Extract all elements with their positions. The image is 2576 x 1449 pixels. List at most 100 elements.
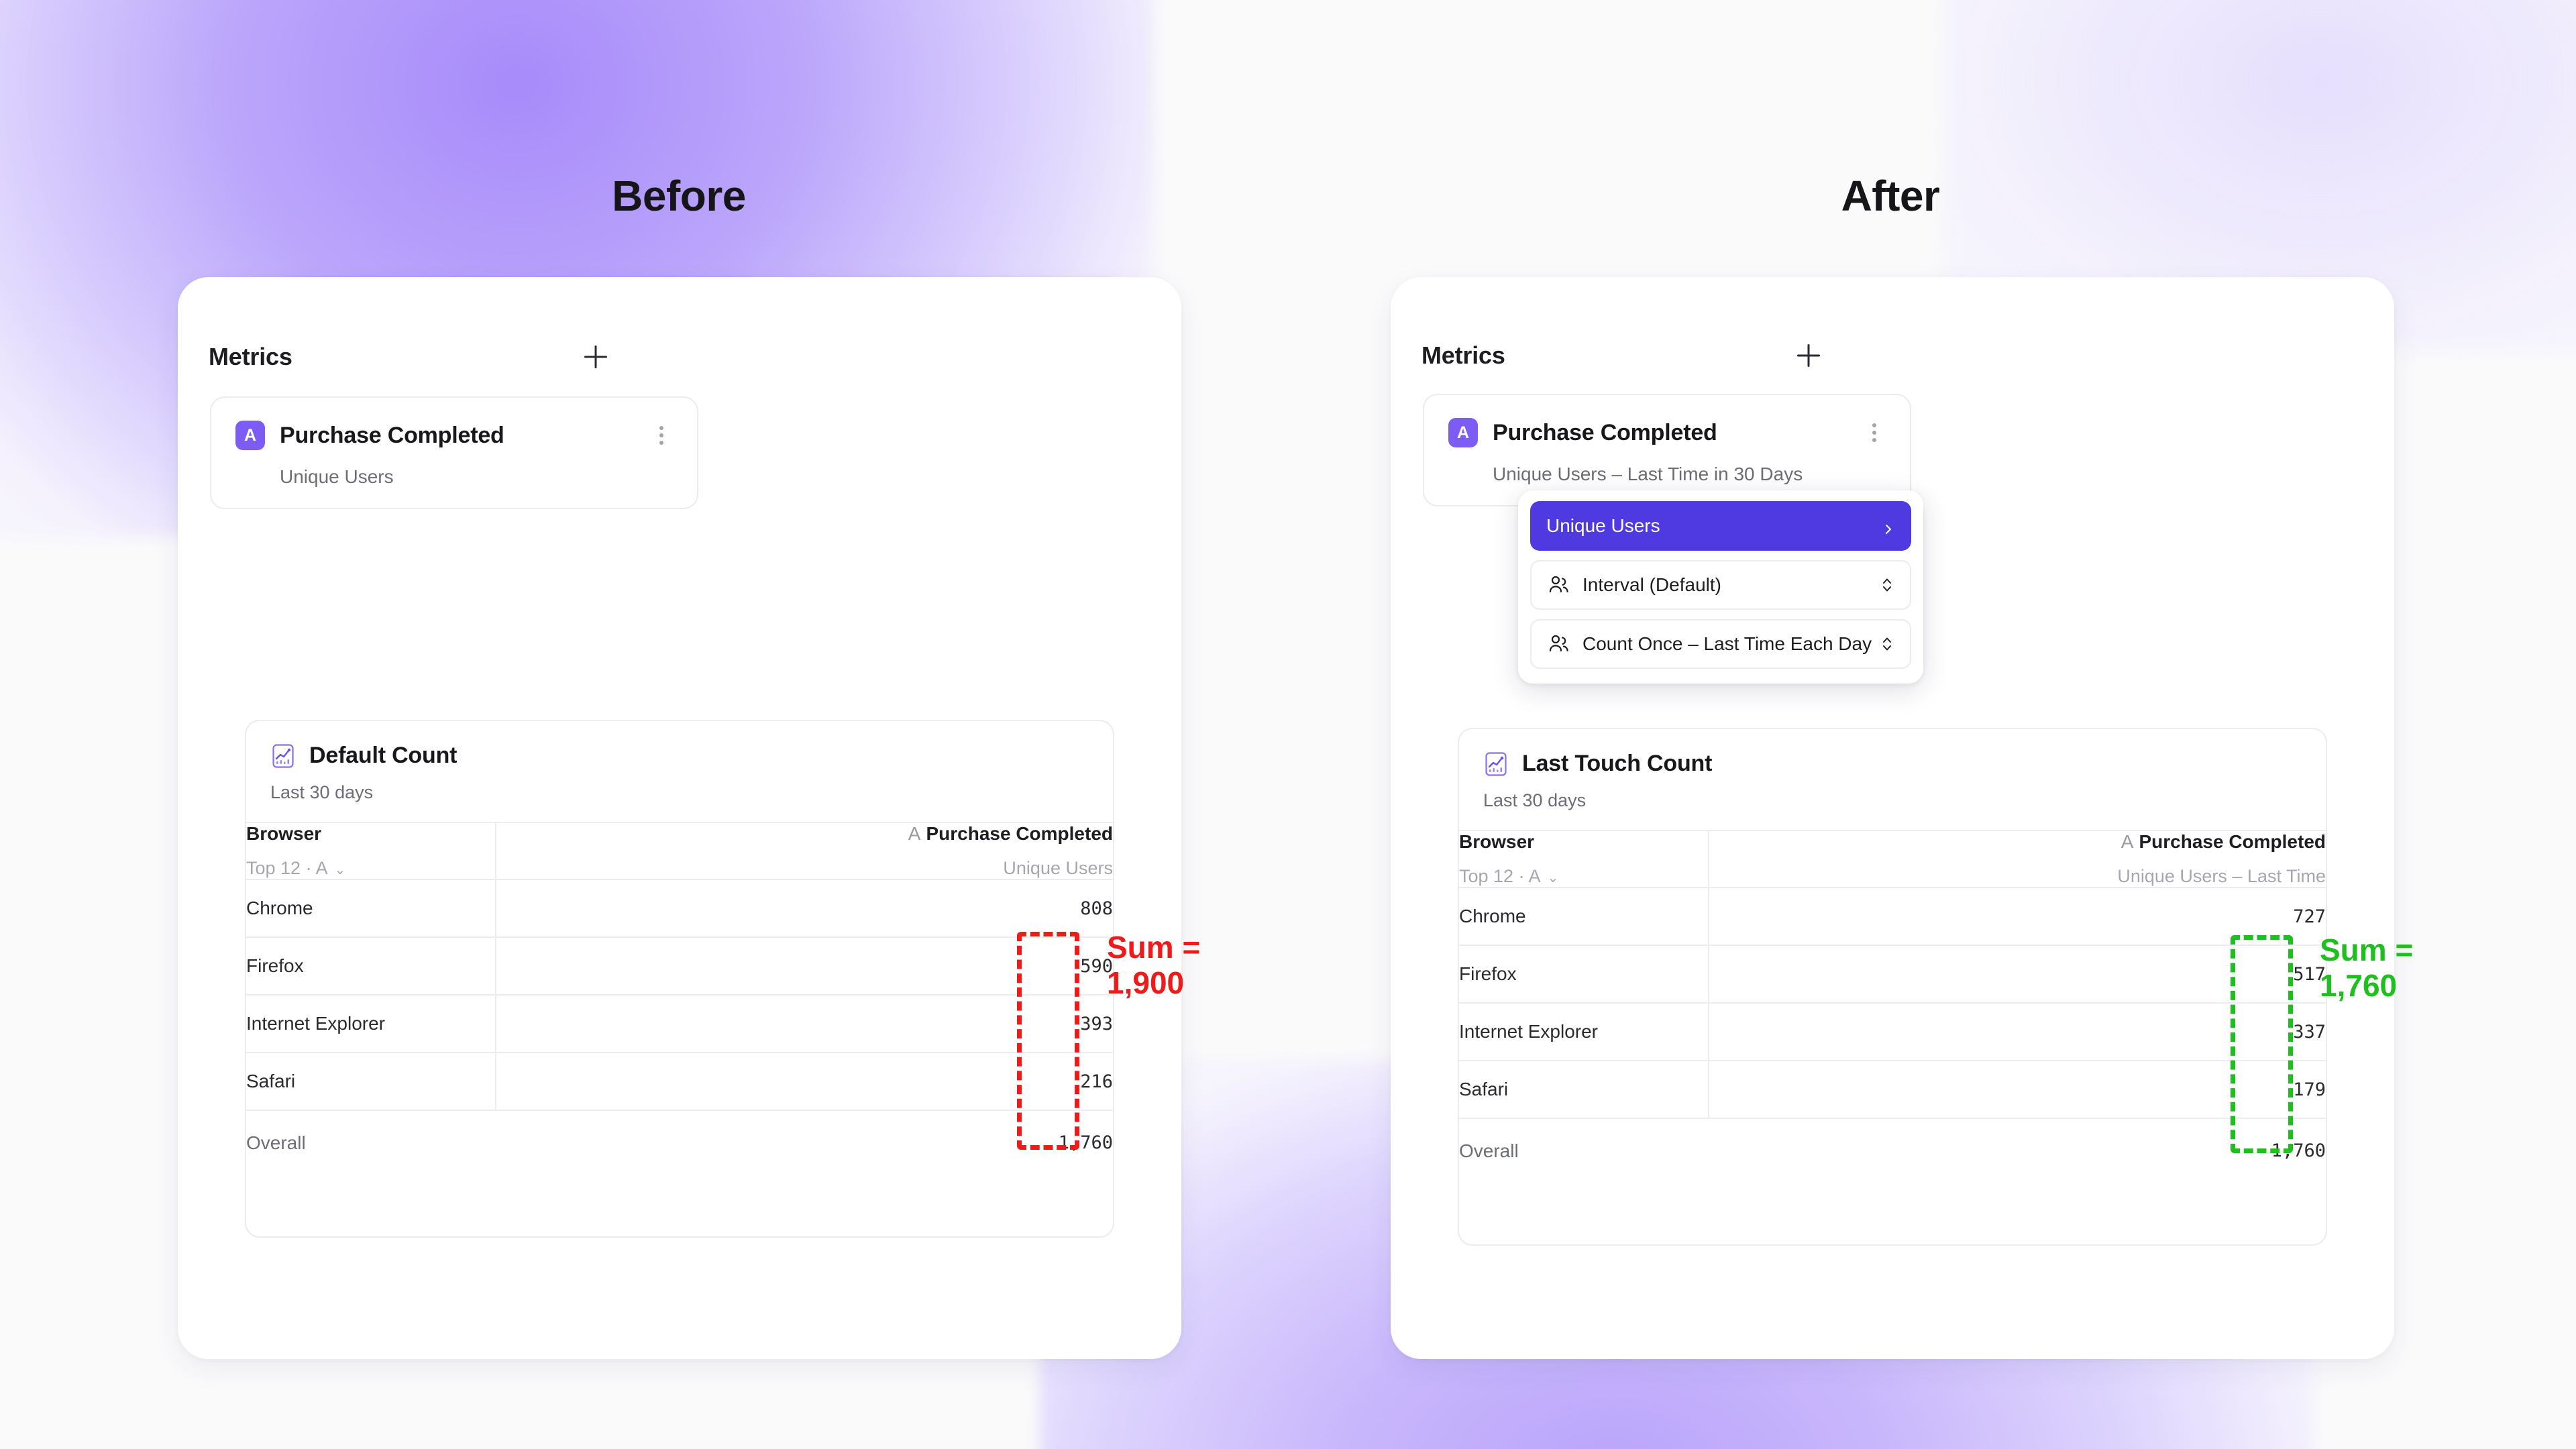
table-row[interactable]: Safari 179 bbox=[1459, 1060, 2326, 1118]
table-row-overall: Overall 1,760 bbox=[246, 1110, 1113, 1175]
table-card-title: Last Touch Count bbox=[1522, 751, 1713, 776]
metrics-label: Metrics bbox=[209, 343, 292, 370]
table-row[interactable]: Chrome 808 bbox=[246, 879, 1113, 937]
chevron-down-icon[interactable]: ⌄ bbox=[1547, 871, 1559, 885]
row-label: Internet Explorer bbox=[1459, 1002, 1709, 1061]
metrics-table-after: Browser Top 12 · A ⌄ A Purchase Completed … bbox=[1459, 830, 2326, 1183]
row-label: Safari bbox=[246, 1052, 496, 1110]
table-row[interactable]: Firefox 590 bbox=[246, 936, 1113, 995]
dropdown-item-count-once[interactable]: Count Once – Last Time Each Day bbox=[1530, 619, 1911, 669]
row-label: Internet Explorer bbox=[246, 994, 496, 1053]
event-name: Purchase Completed bbox=[1493, 419, 1717, 445]
dropdown-item-interval[interactable]: Interval (Default) bbox=[1530, 560, 1911, 610]
event-card-before[interactable]: A Purchase Completed Unique Users bbox=[210, 396, 698, 509]
annotation-sum-after: Sum = 1,760 bbox=[2320, 932, 2413, 1004]
event-card-title-row: A Purchase Completed bbox=[235, 421, 673, 450]
table-row[interactable]: Chrome 727 bbox=[1459, 887, 2326, 945]
event-card-title-row: A Purchase Completed bbox=[1448, 418, 1886, 447]
dimension-header-label: Browser bbox=[1459, 831, 1535, 852]
chevron-up-down-icon bbox=[1880, 634, 1894, 654]
chart-icon bbox=[1483, 751, 1509, 777]
users-icon bbox=[1548, 633, 1570, 655]
row-value: 337 bbox=[1708, 1002, 2326, 1061]
metrics-header-before: Metrics bbox=[209, 341, 611, 372]
dimension-header-filter[interactable]: Top 12 · A ⌄ bbox=[1459, 866, 1708, 887]
annotation-sum-before: Sum = 1,900 bbox=[1107, 930, 1200, 1002]
table-row[interactable]: Internet Explorer 337 bbox=[1459, 1002, 2326, 1061]
chevron-up-down-icon bbox=[1880, 575, 1894, 595]
table-row[interactable]: Safari 216 bbox=[246, 1052, 1113, 1110]
table-card-header-after: Last Touch Count Last 30 days bbox=[1459, 729, 2326, 830]
table-body-after: Chrome 727 Firefox 517 Internet Explorer… bbox=[1459, 887, 2326, 1183]
event-badge-a: A bbox=[1448, 418, 1478, 447]
chart-icon bbox=[270, 743, 296, 769]
kebab-menu-icon[interactable] bbox=[1863, 419, 1886, 446]
row-value: 517 bbox=[1708, 945, 2326, 1003]
event-subtitle: Unique Users bbox=[280, 466, 394, 487]
kebab-menu-icon[interactable] bbox=[650, 422, 673, 449]
add-metric-icon[interactable] bbox=[1793, 340, 1824, 371]
row-label: Firefox bbox=[1459, 945, 1709, 1003]
annotation-sum-line1: Sum = bbox=[2320, 932, 2414, 967]
metric-type-dropdown[interactable]: Unique Users Interval (Default) bbox=[1518, 490, 1923, 684]
row-label: Chrome bbox=[246, 879, 496, 937]
row-value: 727 bbox=[1708, 887, 2326, 945]
dimension-filter-label: Top 12 · A bbox=[246, 858, 328, 878]
dimension-filter-label: Top 12 · A bbox=[1459, 866, 1541, 886]
row-value: 216 bbox=[495, 1052, 1113, 1110]
dropdown-item-label: Interval (Default) bbox=[1582, 574, 1721, 595]
row-label: Firefox bbox=[246, 936, 496, 995]
users-icon bbox=[1548, 574, 1570, 596]
section-title-after: After bbox=[1841, 172, 1940, 220]
row-label: Chrome bbox=[1459, 887, 1709, 945]
metrics-label: Metrics bbox=[1421, 341, 1505, 369]
table-body-before: Chrome 808 Firefox 590 Internet Explorer… bbox=[246, 879, 1113, 1175]
table-header-row: Browser Top 12 · A ⌄ A Purchase Completed … bbox=[1459, 830, 2326, 888]
metric-header-cell[interactable]: A Purchase Completed Unique Users – Last … bbox=[1708, 830, 2326, 888]
table-card-subtitle: Last 30 days bbox=[270, 782, 374, 802]
annotation-sum-line1: Sum = bbox=[1107, 930, 1201, 965]
metric-header-text: Purchase Completed bbox=[926, 823, 1113, 844]
table-card-header-before: Default Count Last 30 days bbox=[246, 721, 1113, 822]
metrics-table-before: Browser Top 12 · A ⌄ A Purchase Completed … bbox=[246, 822, 1113, 1175]
event-name: Purchase Completed bbox=[280, 422, 504, 448]
event-badge-a: A bbox=[235, 421, 265, 450]
metrics-header-after: Metrics bbox=[1421, 340, 1824, 371]
dropdown-item-label: Count Once – Last Time Each Day bbox=[1582, 633, 1872, 654]
event-card-after[interactable]: A Purchase Completed Unique Users – Last… bbox=[1423, 394, 1911, 506]
row-value: 808 bbox=[495, 879, 1113, 937]
row-label: Safari bbox=[1459, 1060, 1709, 1118]
event-subtitle: Unique Users – Last Time in 30 Days bbox=[1493, 464, 1803, 484]
metric-header-label: A Purchase Completed bbox=[1709, 831, 2326, 853]
table-header-row: Browser Top 12 · A ⌄ A Purchase Completed … bbox=[246, 822, 1113, 879]
dropdown-item-label: Unique Users bbox=[1546, 515, 1660, 536]
after-panel: Metrics A Purchase Completed Unique User… bbox=[1391, 277, 2394, 1359]
table-card-subtitle: Last 30 days bbox=[1483, 790, 1587, 810]
add-metric-icon[interactable] bbox=[580, 341, 611, 372]
metric-badge-a: A bbox=[908, 823, 921, 844]
section-title-before: Before bbox=[612, 172, 746, 220]
metric-header-label: A Purchase Completed bbox=[496, 823, 1113, 845]
table-card-title: Default Count bbox=[309, 743, 458, 768]
chevron-down-icon[interactable]: ⌄ bbox=[334, 863, 346, 877]
metric-header-text: Purchase Completed bbox=[2139, 831, 2326, 852]
dimension-header-filter[interactable]: Top 12 · A ⌄ bbox=[246, 858, 495, 879]
annotation-sum-line2: 1,900 bbox=[1107, 965, 1185, 1001]
overall-label: Overall bbox=[1459, 1118, 1709, 1183]
row-value: 590 bbox=[495, 936, 1113, 995]
dimension-header-cell[interactable]: Browser Top 12 · A ⌄ bbox=[1459, 830, 1709, 888]
table-row[interactable]: Firefox 517 bbox=[1459, 945, 2326, 1003]
table-row[interactable]: Internet Explorer 393 bbox=[246, 994, 1113, 1053]
dropdown-item-unique-users[interactable]: Unique Users bbox=[1530, 501, 1911, 551]
metric-header-sub: Unique Users bbox=[1003, 858, 1113, 878]
row-value: 179 bbox=[1708, 1060, 2326, 1118]
metric-header-cell[interactable]: A Purchase Completed Unique Users bbox=[495, 822, 1113, 879]
annotation-sum-line2: 1,760 bbox=[2320, 968, 2398, 1004]
dimension-header-label: Browser bbox=[246, 823, 322, 844]
dimension-header-cell[interactable]: Browser Top 12 · A ⌄ bbox=[246, 822, 496, 879]
table-card-footer-spacer bbox=[1459, 1183, 2326, 1244]
table-row-overall: Overall 1,760 bbox=[1459, 1118, 2326, 1183]
table-card-footer-spacer bbox=[246, 1175, 1113, 1236]
row-value: 393 bbox=[495, 994, 1113, 1053]
overall-value: 1,760 bbox=[1709, 1118, 2326, 1183]
